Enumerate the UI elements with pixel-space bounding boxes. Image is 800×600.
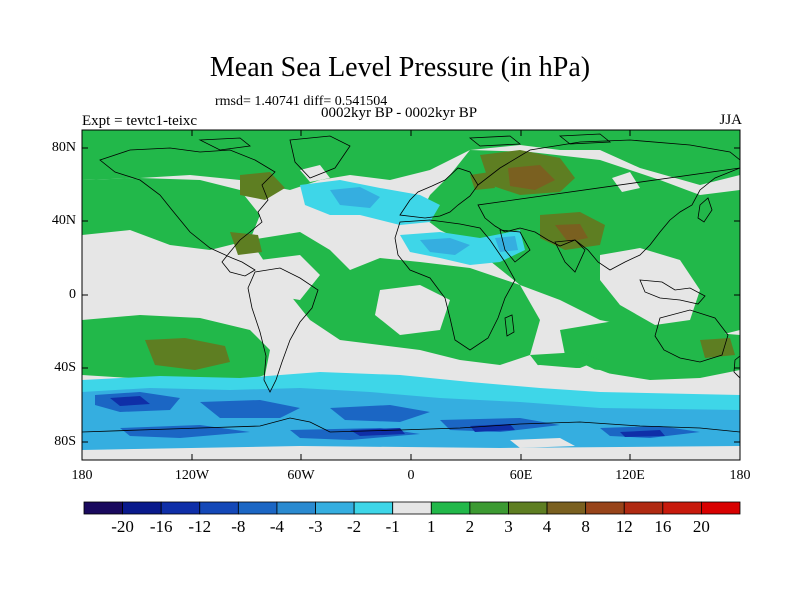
colorbar-label: -8 [231,517,246,536]
south-america-coast [247,267,319,393]
madagascar-coast [504,314,515,337]
colorbar-label: -4 [269,517,285,536]
colorbar-label: 3 [504,517,513,536]
africa-coast [394,219,516,351]
colorbar-box [662,501,702,515]
colorbar-label: 16 [654,517,672,536]
chart-title: Mean Sea Level Pressure (in hPa) [209,52,591,83]
north-america-coast [99,147,276,277]
colorbar-label: 4 [542,517,552,536]
coastlines [82,133,740,433]
colorbar-label: 12 [615,517,633,536]
colorbar-box [546,501,587,515]
colorbar-box [122,501,162,515]
colorbar-label: 2 [465,517,475,536]
lon-label-60e: 60E [509,468,533,483]
arabia-coast [499,229,531,263]
lon-label-180w: 180 [71,468,93,483]
very-strong-negative-regions [110,396,665,437]
period-subtitle: 0002kyr BP - 0002kyr BP [321,105,478,121]
colorbar-label: -20 [111,517,134,536]
lon-label-60w: 60W [287,468,315,483]
arctic-islands-coast [198,133,612,151]
colorbar-label: 1 [427,517,436,536]
experiment-label: Expt = tevtc1-teixc [82,113,198,129]
colorbar-box [160,501,201,515]
lat-label-40n: 40N [51,213,76,228]
colorbar-label: -12 [188,517,212,536]
greenland-coast [289,135,351,179]
colorbar-label: -3 [308,517,323,536]
antarctica-coast [82,417,740,433]
india-coast [554,239,586,273]
colorbar-label: -16 [149,517,173,536]
colorbar-box [701,501,741,515]
australia-coast [654,309,729,363]
maritime-continent-coast [639,279,706,305]
colorbar-box [353,501,394,515]
colorbar-box [623,501,664,515]
europe-coast [399,167,479,219]
colorbar-boxes [83,501,741,515]
axis-ticks [81,130,741,460]
colorbar-box [315,501,355,515]
antarctic-neutral-patches [82,438,740,460]
japan-coast [697,197,713,223]
colorbar-box [430,501,471,515]
colorbar-label: -1 [385,517,400,536]
colorbar-box [276,501,316,515]
colorbar-label: 20 [692,517,710,536]
lat-label-80s: 80S [54,434,76,449]
lat-label-40s: 40S [54,360,76,375]
colorbar-box [392,501,432,515]
colorbar-label: 8 [581,517,590,536]
colorbar-box [508,501,548,515]
very-strong-positive-regions [508,165,588,242]
lat-label-0: 0 [69,287,76,302]
lon-label-0: 0 [407,468,415,483]
colorbar-box [585,501,625,515]
rmsd-diff-stats: rmsd= 1.40741 diff= 0.541504 [215,94,388,109]
lon-label-120w: 120W [174,468,210,483]
colorbar-box [469,501,509,515]
colorbar-label: -2 [347,517,362,536]
colorbar-box [199,501,239,515]
lon-label-120e: 120E [615,468,645,483]
colorbar-box [83,501,123,515]
season-label: JJA [719,112,742,128]
lon-label-180e: 180 [729,468,751,483]
colorbar-box [237,501,278,515]
lat-label-80n: 80N [51,140,76,155]
